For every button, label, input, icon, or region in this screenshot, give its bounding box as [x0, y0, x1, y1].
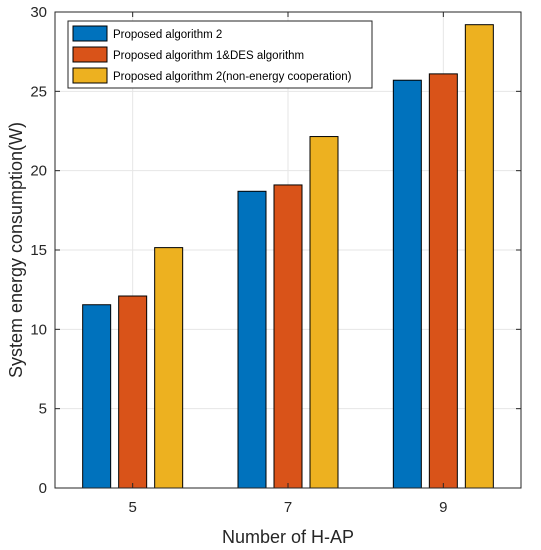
bar: [154, 247, 184, 489]
bar: [118, 295, 148, 489]
legend-box: [67, 20, 373, 89]
y-tick-label: 0: [39, 480, 47, 497]
y-axis-title: System energy consumption(W): [6, 122, 26, 378]
x-tick-label: 7: [284, 499, 292, 516]
bar: [273, 184, 303, 489]
bar: [464, 24, 494, 489]
legend-label: Proposed algorithm 1&DES algorithm: [113, 50, 304, 62]
y-tick-label: 30: [30, 4, 47, 21]
bar: [237, 190, 267, 489]
ticks: 0 5 10 15 20 25 30 5 7 9: [30, 4, 521, 516]
x-axis-title: Number of H-AP: [222, 527, 354, 547]
legend: Proposed algorithm 2 Proposed algorithm 1…: [67, 20, 373, 89]
y-tick-label: 20: [30, 163, 47, 180]
y-tick-label: 5: [39, 401, 47, 418]
x-tick-label: 5: [128, 499, 136, 516]
bar: [82, 304, 112, 489]
legend-swatch: [72, 67, 108, 84]
bar: [392, 79, 422, 489]
y-tick-label: 15: [30, 242, 47, 259]
legend-label: Proposed algorithm 2: [113, 29, 222, 41]
y-tick-label: 25: [30, 83, 47, 100]
legend-swatch: [72, 46, 108, 63]
y-tick-label: 10: [30, 321, 47, 338]
legend-label: Proposed algorithm 2(non-energy cooperat…: [113, 71, 352, 83]
bar: [428, 73, 458, 489]
legend-swatch: [72, 25, 108, 42]
x-tick-label: 9: [439, 499, 447, 516]
bar: [309, 136, 339, 489]
